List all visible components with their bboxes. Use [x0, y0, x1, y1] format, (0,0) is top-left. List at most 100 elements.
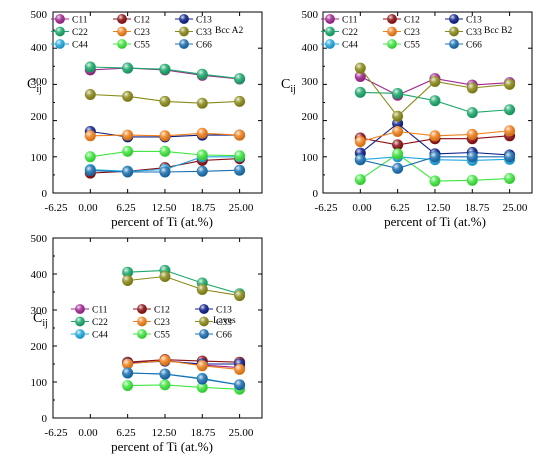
- x-tick-label: 12.50: [152, 202, 177, 214]
- x-tick-label: 0.00: [78, 427, 98, 439]
- legend-label-c55: C55: [404, 40, 420, 50]
- legend-marker-c33: [179, 26, 189, 37]
- data-point-c23: [354, 136, 366, 148]
- legend-marker-c23: [137, 316, 147, 327]
- data-point-c23: [122, 358, 134, 370]
- y-axis-label: Cij: [27, 77, 42, 95]
- legend-marker-c55: [387, 39, 397, 49]
- series-line-c55: [127, 384, 240, 390]
- data-point-c23: [504, 125, 516, 137]
- data-point-c23: [234, 363, 246, 375]
- legend-label-c44: C44: [72, 40, 88, 50]
- legend-item-c11: C11: [321, 14, 358, 25]
- x-tick-label: 18.75: [191, 427, 216, 439]
- chart-laves: 500 400 300 200 100 0 -6.25 0.00 6.25 12…: [31, 233, 263, 454]
- legend-label-c44: C44: [92, 330, 108, 340]
- legend-label-c13: C13: [196, 15, 212, 25]
- data-point-c33: [159, 271, 171, 283]
- y-tick-label: 400: [31, 269, 48, 281]
- data-point-c33: [84, 89, 96, 101]
- legend-item-c11: C11: [51, 14, 88, 25]
- legend-item-c12: C12: [383, 14, 420, 25]
- x-tick-label: 18.75: [191, 202, 216, 214]
- data-point-c23: [234, 129, 246, 141]
- y-tick-label: 100: [31, 377, 48, 389]
- data-point-c23: [122, 129, 134, 141]
- data-point-c22: [234, 73, 246, 85]
- chart-bcc-b2: 500 400 300 200 100 0 -6.25 0.00 6.25 12…: [281, 9, 533, 229]
- data-point-c66: [234, 164, 246, 176]
- data-point-c55: [354, 174, 366, 186]
- y-tick-label: 400: [302, 42, 319, 54]
- data-point-c22: [429, 95, 441, 107]
- data-point-c66: [196, 373, 208, 385]
- y-axis-label: Cij: [281, 77, 296, 95]
- data-point-c66: [392, 162, 404, 174]
- legend-item-c22: C22: [321, 26, 358, 38]
- data-point-c33: [234, 95, 246, 107]
- data-point-c22: [196, 68, 208, 80]
- x-tick-label: 12.50: [426, 202, 451, 214]
- legend-marker-c55: [137, 329, 147, 339]
- data-point-c55: [234, 150, 246, 162]
- data-point-c55: [429, 175, 441, 187]
- data-point-c66: [84, 165, 96, 177]
- data-point-c22: [122, 266, 134, 278]
- data-point-c55: [196, 149, 208, 161]
- legend-label-c12: C12: [154, 305, 170, 315]
- legend-phase-label: Bcc A2: [215, 26, 243, 36]
- legend-item-c33: C33: [445, 26, 482, 38]
- legend-marker-c22: [55, 26, 65, 37]
- data-point-c22: [159, 63, 171, 75]
- legend-label-c66: C66: [196, 40, 212, 50]
- data-point-c12: [392, 139, 404, 151]
- data-point-c66: [429, 151, 441, 163]
- legend-item-c12: C12: [113, 14, 150, 25]
- data-point-c55: [504, 173, 516, 185]
- legend-marker-c44: [325, 39, 335, 49]
- x-tick-label: 25.00: [229, 202, 254, 214]
- x-tick-label: 25.00: [503, 202, 528, 214]
- legend-marker-c23: [387, 26, 397, 37]
- series-line-c66: [127, 372, 240, 386]
- data-point-c33: [159, 95, 171, 107]
- legend-item-c44: C44: [321, 39, 358, 50]
- legend-label-c23: C23: [154, 318, 170, 328]
- data-point-c33: [354, 62, 366, 74]
- data-point-c66: [466, 151, 478, 163]
- data-point-c66: [122, 166, 134, 178]
- y-tick-label: 500: [31, 233, 48, 245]
- data-point-c23: [196, 127, 208, 139]
- legend-phase-label: Bcc B2: [484, 26, 512, 36]
- legend-label-c13: C13: [216, 305, 232, 315]
- x-tick-label: 0.00: [352, 202, 372, 214]
- data-point-c33: [466, 82, 478, 94]
- series-line-c44: [127, 372, 240, 386]
- legend-item-c66: C66: [175, 39, 212, 50]
- data-point-c22: [354, 86, 366, 98]
- legend-label-c11: C11: [72, 15, 88, 25]
- legend-marker-c44: [75, 329, 85, 339]
- data-point-c55: [196, 381, 208, 393]
- series-line-c12: [127, 359, 240, 363]
- legend-marker-c33: [449, 26, 459, 37]
- x-tick-label: 12.50: [152, 427, 177, 439]
- y-tick-label: 0: [42, 413, 48, 425]
- data-point-c66: [504, 151, 516, 163]
- series-line-c23: [127, 359, 240, 370]
- legend-item-c22: C22: [71, 316, 108, 328]
- y-tick-label: 500: [302, 9, 319, 21]
- data-point-c33: [429, 76, 441, 88]
- data-point-c22: [84, 61, 96, 73]
- legend-marker-c12: [387, 14, 397, 24]
- legend-marker-c13: [199, 304, 209, 314]
- y-tick-label: 0: [313, 188, 319, 200]
- legend-label-c23: C23: [134, 28, 150, 38]
- legend-item-c33: C33: [175, 26, 212, 38]
- data-point-c55: [159, 379, 171, 391]
- data-point-c33: [196, 283, 208, 295]
- legend-label-c55: C55: [134, 40, 150, 50]
- legend-label-c22: C22: [72, 28, 88, 38]
- chart-bcc-a2: 500 400 300 200 100 0 -6.25 0.00 6.25 12…: [27, 9, 263, 229]
